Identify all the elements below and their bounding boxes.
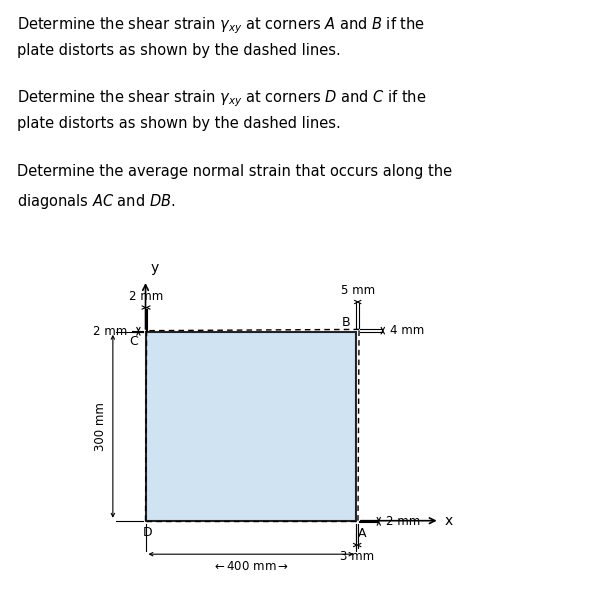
Text: A: A [358, 527, 366, 540]
Text: Determine the average normal strain that occurs along the: Determine the average normal strain that… [17, 164, 452, 180]
Text: x: x [444, 514, 453, 527]
Text: 4 mm: 4 mm [390, 324, 424, 337]
Text: plate distorts as shown by the dashed lines.: plate distorts as shown by the dashed li… [17, 116, 340, 131]
Text: Determine the shear strain $\gamma_{xy}$ at corners $D$ and $C$ if the: Determine the shear strain $\gamma_{xy}$… [17, 88, 426, 109]
Text: 3 mm: 3 mm [340, 550, 374, 563]
Text: y: y [150, 261, 159, 275]
Text: 300 mm: 300 mm [94, 402, 107, 451]
Text: plate distorts as shown by the dashed lines.: plate distorts as shown by the dashed li… [17, 43, 340, 58]
Text: D: D [143, 526, 152, 538]
Text: 2 mm: 2 mm [386, 515, 420, 528]
Text: diagonals $AC$ and $DB$.: diagonals $AC$ and $DB$. [17, 192, 175, 211]
Text: 2 mm: 2 mm [129, 290, 163, 303]
Text: B: B [342, 316, 350, 329]
Text: Determine the shear strain $\gamma_{xy}$ at corners $A$ and $B$ if the: Determine the shear strain $\gamma_{xy}$… [17, 15, 425, 36]
Text: C: C [129, 335, 138, 348]
Bar [146, 332, 356, 521]
Text: 2 mm: 2 mm [93, 325, 128, 338]
Text: $\leftarrow$400 mm$\rightarrow$: $\leftarrow$400 mm$\rightarrow$ [213, 560, 289, 573]
Text: 5 mm: 5 mm [340, 284, 375, 297]
